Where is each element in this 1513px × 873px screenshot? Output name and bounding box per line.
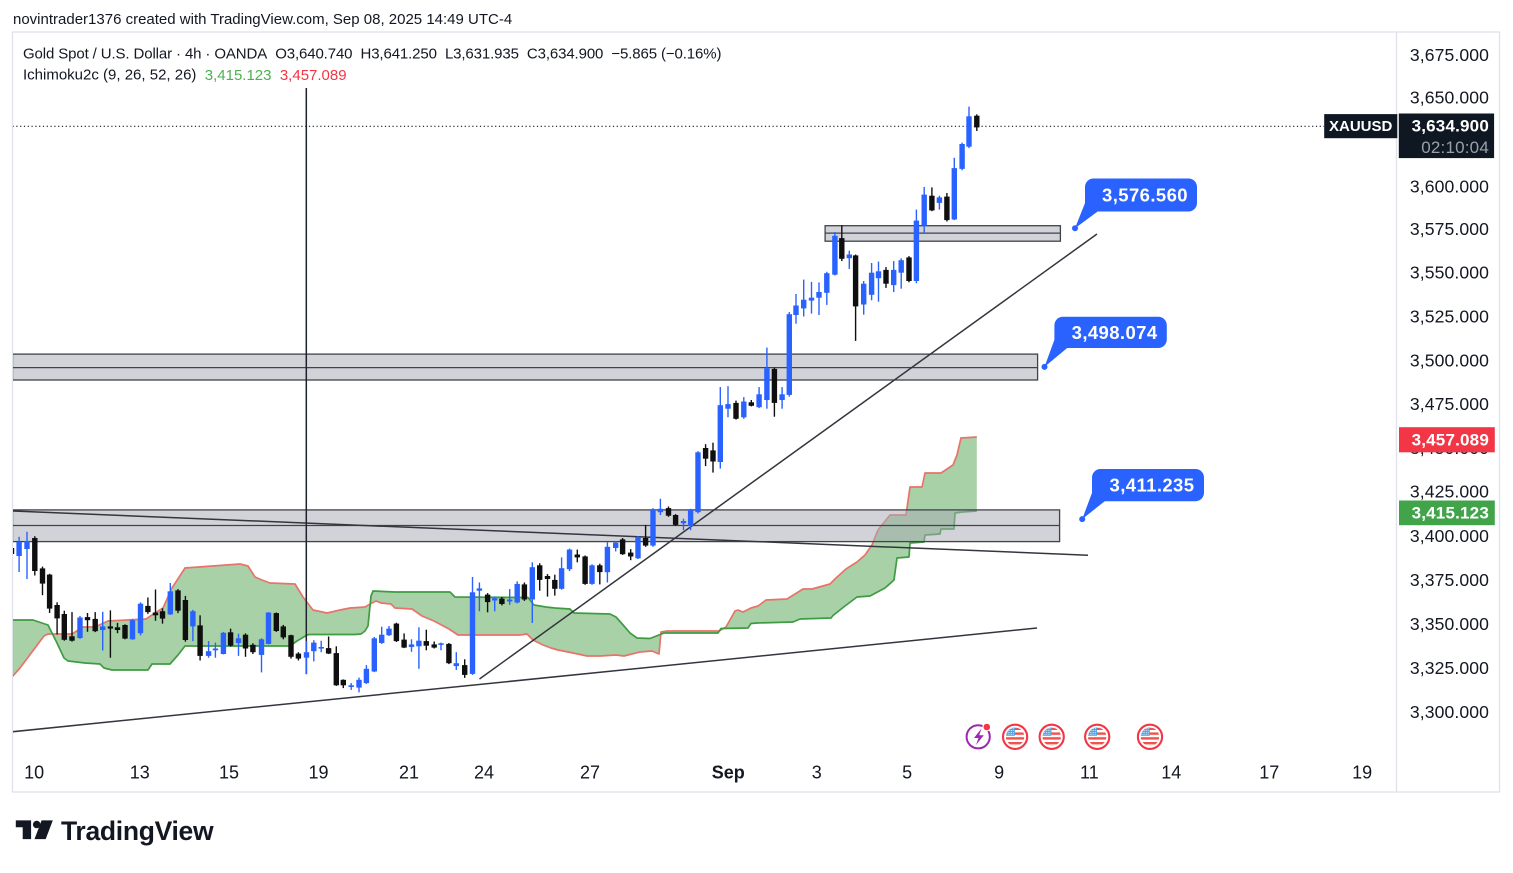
svg-text:24: 24 (474, 763, 494, 783)
svg-text:17: 17 (1259, 763, 1279, 783)
svg-text:3,576.560: 3,576.560 (1102, 185, 1188, 206)
svg-text:novintrader1376 created with T: novintrader1376 created with TradingView… (13, 11, 512, 28)
svg-text:3,498.074: 3,498.074 (1072, 322, 1158, 343)
svg-text:19: 19 (308, 763, 328, 783)
svg-text:14: 14 (1161, 763, 1181, 783)
svg-text:02:10:04: 02:10:04 (1421, 138, 1489, 157)
svg-text:3,457.089: 3,457.089 (1412, 431, 1489, 450)
svg-text:3,575.000: 3,575.000 (1410, 219, 1489, 239)
svg-text:XAUUSD: XAUUSD (1329, 118, 1393, 135)
svg-text:3,600.000: 3,600.000 (1410, 176, 1489, 196)
svg-text:3,550.000: 3,550.000 (1410, 262, 1489, 282)
svg-text:3,525.000: 3,525.000 (1410, 306, 1489, 326)
svg-text:3,675.000: 3,675.000 (1410, 45, 1489, 65)
svg-text:TradingView: TradingView (61, 816, 214, 846)
svg-text:3,411.235: 3,411.235 (1110, 475, 1195, 496)
svg-text:13: 13 (130, 763, 150, 783)
svg-text:3,375.000: 3,375.000 (1410, 570, 1489, 590)
svg-text:Sep: Sep (712, 763, 745, 783)
svg-text:10: 10 (24, 763, 44, 783)
svg-text:3,350.000: 3,350.000 (1410, 614, 1489, 634)
svg-text:3,415.123: 3,415.123 (1412, 504, 1489, 523)
svg-text:15: 15 (219, 763, 239, 783)
svg-text:3,500.000: 3,500.000 (1410, 350, 1489, 370)
svg-text:3,300.000: 3,300.000 (1410, 702, 1489, 722)
svg-text:3,634.900: 3,634.900 (1412, 117, 1489, 136)
svg-text:Ichimoku2c (9, 26, 52, 26) 3,: Ichimoku2c (9, 26, 52, 26) 3,415.123 3,4… (23, 67, 347, 84)
svg-text:3,425.000: 3,425.000 (1410, 482, 1489, 502)
svg-text:3: 3 (812, 763, 822, 783)
svg-text:9: 9 (994, 763, 1004, 783)
svg-text:Gold Spot / U.S. Dollar · 4h ·: Gold Spot / U.S. Dollar · 4h · OANDA O3,… (23, 46, 721, 63)
svg-text:11: 11 (1080, 763, 1099, 783)
svg-text:3,325.000: 3,325.000 (1410, 658, 1489, 678)
svg-text:5: 5 (902, 763, 912, 783)
svg-text:3,400.000: 3,400.000 (1410, 526, 1489, 546)
svg-text:21: 21 (399, 763, 419, 783)
svg-text:3,650.000: 3,650.000 (1410, 88, 1489, 108)
svg-text:27: 27 (580, 763, 600, 783)
svg-text:19: 19 (1352, 763, 1372, 783)
svg-text:3,475.000: 3,475.000 (1410, 394, 1489, 414)
